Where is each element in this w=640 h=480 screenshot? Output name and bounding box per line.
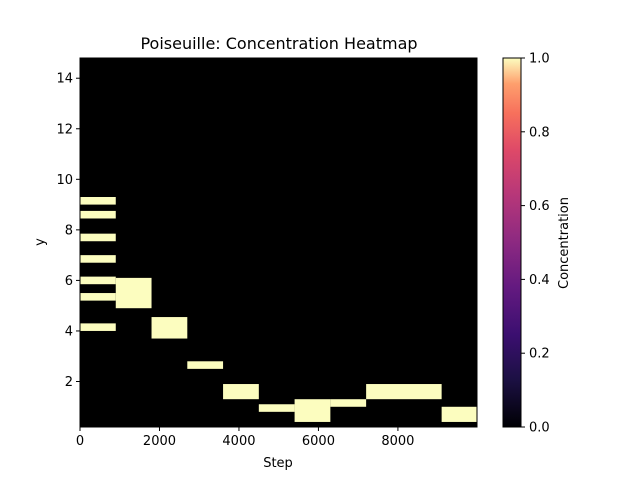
- x-axis-label: Step: [263, 456, 293, 471]
- colorbar-tick-label-1: 0.2: [529, 347, 550, 362]
- heatmap-cell-10: [223, 384, 259, 400]
- heatmap-cell-12: [294, 399, 331, 422]
- colorbar-tick-label-5: 1.0: [529, 52, 550, 67]
- heatmap-cell-1: [80, 210, 116, 219]
- colorbar: [502, 57, 522, 428]
- y-axis-label: y: [33, 238, 48, 246]
- y-axis: 2 4 6 8 10 12 14: [56, 72, 80, 390]
- heatmap-cell-4: [80, 276, 116, 285]
- y-tick-label-1: 4: [65, 324, 73, 339]
- heatmap-cell-6: [80, 323, 116, 331]
- chart-title: Poiseuille: Concentration Heatmap: [140, 34, 417, 53]
- heatmap-cell-3: [80, 255, 116, 263]
- y-tick-label-3: 8: [65, 223, 73, 238]
- heatmap-cell-0: [80, 197, 116, 205]
- plot-frame: [79, 57, 478, 428]
- x-tick-label-4: 8000: [381, 434, 414, 449]
- y-tick-label-2: 6: [65, 274, 73, 289]
- y-tick-label-6: 14: [56, 72, 73, 87]
- y-tick-label-4: 10: [56, 173, 73, 188]
- heatmap-cell-14: [366, 384, 442, 400]
- heatmap-cell-5: [80, 293, 116, 301]
- colorbar-tick-label-4: 0.8: [529, 125, 550, 140]
- heatmap-cell-11: [258, 404, 295, 412]
- x-axis: 0 2000 4000 6000 8000: [76, 427, 414, 449]
- colorbar-tick-label-0: 0.0: [529, 421, 550, 436]
- y-tick-label-5: 12: [56, 122, 73, 137]
- heatmap-cell-9: [187, 361, 224, 369]
- x-tick-label-1: 2000: [143, 434, 176, 449]
- colorbar-tick-label-2: 0.4: [529, 273, 550, 288]
- heatmap-cells: [80, 197, 477, 422]
- heatmap-cell-8: [151, 317, 188, 339]
- heatmap-cell-2: [80, 233, 116, 242]
- heatmap-cell-15: [441, 406, 477, 422]
- colorbar-label: Concentration: [557, 197, 572, 289]
- x-tick-label-0: 0: [76, 434, 84, 449]
- x-tick-label-2: 4000: [222, 434, 255, 449]
- x-tick-label-3: 6000: [302, 434, 335, 449]
- plot-area: [80, 58, 477, 427]
- colorbar-ticks: 0.0 0.2 0.4 0.6 0.8 1.0: [521, 52, 550, 436]
- y-tick-label-0: 2: [65, 375, 73, 390]
- colorbar-tick-label-3: 0.6: [529, 199, 550, 214]
- heatmap-cell-7: [115, 277, 152, 309]
- heatmap-cell-13: [330, 399, 367, 407]
